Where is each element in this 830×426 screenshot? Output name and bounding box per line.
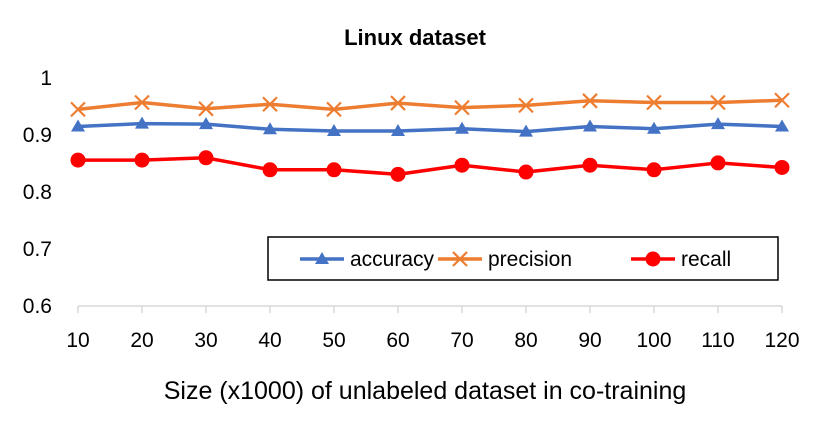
precision-point	[582, 93, 598, 109]
legend-marker	[452, 251, 468, 267]
legend-label: recall	[681, 248, 731, 271]
x-tick-label: 60	[386, 329, 409, 352]
precision-point	[390, 95, 406, 111]
accuracy-line	[77, 121, 783, 134]
y-tick-label: 0.8	[23, 181, 52, 204]
legend-item-precision: precision	[438, 248, 572, 271]
accuracy-point	[455, 121, 469, 134]
y-tick-label: 0.7	[23, 238, 52, 261]
y-tick-label: 0.6	[23, 295, 52, 318]
accuracy-point	[391, 124, 405, 137]
precision-point	[710, 94, 726, 111]
recall-point	[134, 152, 150, 168]
x-tick-label: 30	[194, 329, 217, 352]
precision-point	[774, 92, 790, 109]
accuracy-point	[711, 117, 725, 130]
accuracy-point	[583, 119, 597, 132]
x-tick-label: 90	[578, 329, 601, 352]
accuracy-point	[135, 116, 149, 129]
legend-label: precision	[488, 248, 572, 271]
legend-box	[267, 236, 779, 281]
accuracy-point	[647, 121, 661, 134]
x-tick-label: 50	[322, 329, 345, 352]
x-axis-label: Size (x1000) of unlabeled dataset in co-…	[164, 377, 687, 405]
series-precision	[70, 92, 790, 118]
precision-point	[454, 99, 470, 116]
x-tick-label: 20	[130, 329, 153, 352]
precision-point	[646, 94, 662, 111]
precision-point	[198, 101, 214, 117]
y-tick-label: 0.9	[23, 124, 52, 147]
x-tick-label: 10	[66, 329, 89, 352]
recall-point	[710, 155, 726, 171]
legend: accuracy precision recall	[267, 236, 779, 281]
legend-item-accuracy: accuracy	[300, 248, 435, 271]
accuracy-point	[199, 117, 213, 130]
x-axis: 10 20 30 40 50 60 70 80 90 100 110 120	[66, 306, 800, 352]
x-tick-label: 110	[701, 329, 734, 352]
legend-marker	[315, 252, 329, 264]
recall-line	[78, 156, 783, 177]
recall-point	[262, 162, 278, 178]
recall-point	[774, 159, 790, 175]
y-tick-label: 1	[40, 67, 52, 90]
recall-point	[518, 164, 534, 180]
x-tick-label: 40	[258, 329, 281, 352]
recall-point	[582, 157, 598, 173]
recall-point	[326, 162, 342, 178]
x-tick-label: 70	[450, 329, 473, 352]
x-tick-label: 100	[636, 329, 671, 352]
recall-point	[454, 157, 470, 173]
recall-point	[70, 152, 86, 168]
precision-point	[326, 101, 342, 118]
precision-line	[77, 98, 783, 112]
legend-marker	[645, 251, 661, 267]
precision-point	[518, 97, 534, 114]
recall-point	[198, 150, 214, 166]
x-tick-label: 120	[764, 329, 799, 352]
precision-point	[70, 101, 86, 118]
legend-item-recall: recall	[631, 248, 731, 271]
accuracy-point	[775, 119, 789, 132]
series-layer	[70, 92, 790, 182]
x-tick-label: 80	[514, 329, 537, 352]
accuracy-point	[327, 124, 341, 137]
series-accuracy	[71, 116, 789, 137]
chart-title: Linux dataset	[344, 25, 486, 50]
accuracy-point	[519, 124, 533, 137]
precision-point	[262, 96, 278, 112]
precision-point	[134, 94, 150, 111]
series-recall	[70, 150, 790, 182]
legend-label: accuracy	[350, 248, 435, 271]
accuracy-point	[263, 122, 277, 135]
recall-point	[390, 166, 406, 182]
y-axis: 0.6 0.7 0.8 0.9 1	[23, 67, 52, 318]
recall-point	[646, 162, 662, 178]
accuracy-point	[71, 119, 85, 132]
